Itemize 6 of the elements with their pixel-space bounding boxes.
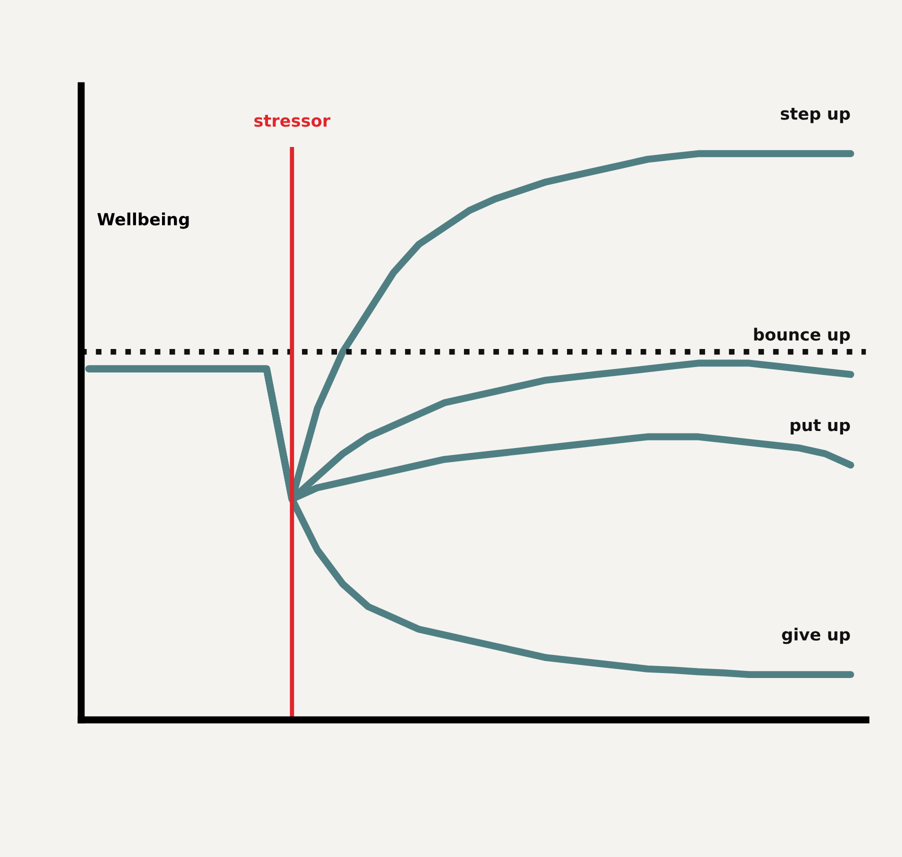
text: stressor	[254, 114, 330, 127]
series-label: give up	[782, 628, 850, 644]
series-label: bounce up	[754, 328, 850, 344]
series-label: step up	[780, 108, 850, 124]
y-axis-title: Wellbeing	[97, 212, 189, 229]
series-label: put up	[790, 419, 850, 435]
